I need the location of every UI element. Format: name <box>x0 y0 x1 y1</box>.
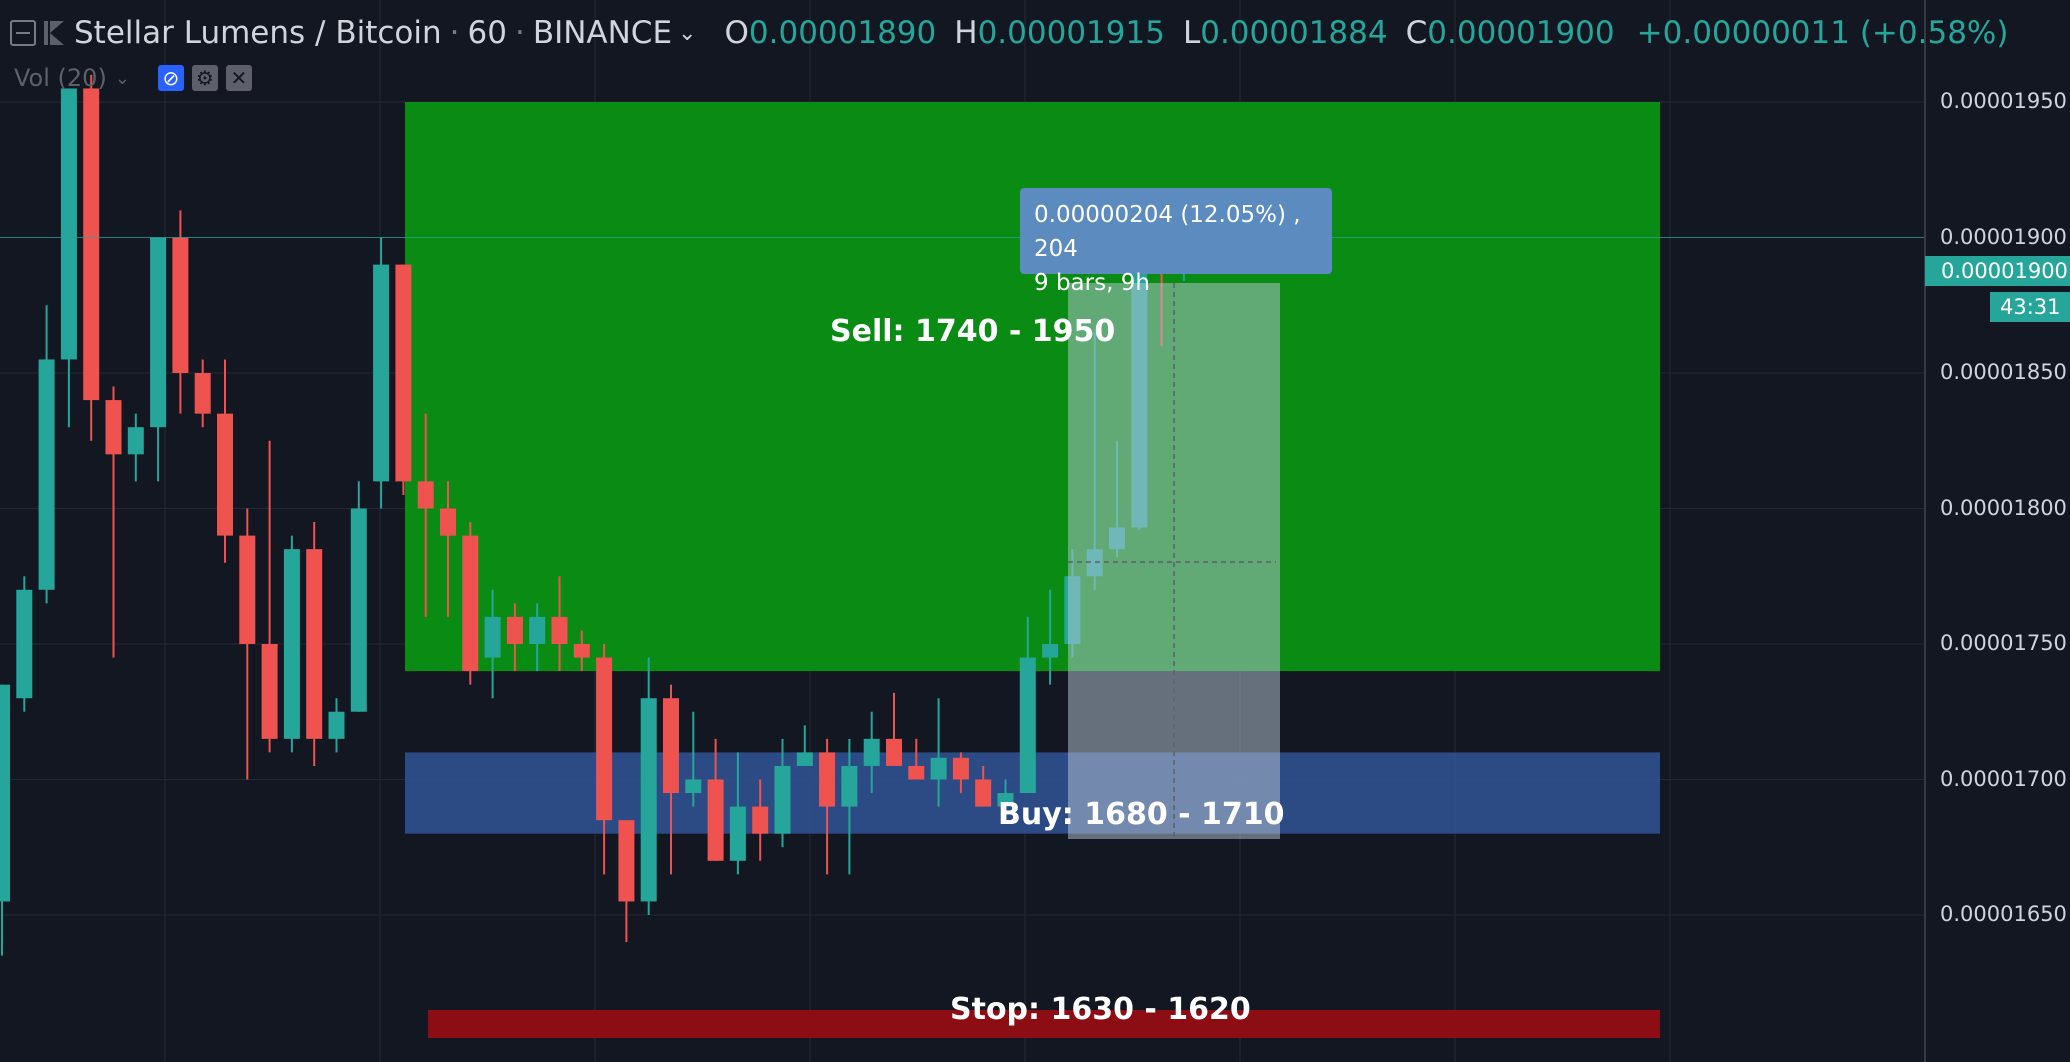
price-tick-label: 0.00001750 <box>1940 631 2067 655</box>
sell-zone-label: Sell: 1740 - 1950 <box>830 314 1116 349</box>
current-price-tag: 0.00001900 <box>1925 256 2070 286</box>
stop-zone-label: Stop: 1630 - 1620 <box>950 992 1251 1027</box>
candle-body[interactable] <box>551 616 568 644</box>
candle-body[interactable] <box>975 779 992 807</box>
candle-body[interactable] <box>573 644 590 658</box>
candlestick-series <box>0 74 1192 956</box>
candle-body[interactable] <box>150 237 167 428</box>
collapse-icon[interactable] <box>10 20 36 46</box>
candle-body[interactable] <box>930 757 947 780</box>
separator-dot: · <box>514 15 525 51</box>
candle-body[interactable] <box>886 738 902 766</box>
candle-body[interactable] <box>306 549 323 739</box>
candle-body[interactable] <box>841 765 858 807</box>
candle-body[interactable] <box>663 698 679 794</box>
symbol-name[interactable]: Stellar Lumens / Bitcoin <box>74 15 442 51</box>
measure-tooltip: 0.00000204 (12.05%) , 204 9 bars, 9h <box>1020 188 1332 296</box>
gear-icon[interactable]: ⚙ <box>191 65 218 91</box>
candle-body[interactable] <box>774 765 791 834</box>
price-tick-label: 0.00001850 <box>1940 360 2067 384</box>
candle-body[interactable] <box>640 698 657 902</box>
change-value: +0.00000011 (+0.58%) <box>1636 15 2009 51</box>
candle-body[interactable] <box>261 644 278 739</box>
measure-bars: 9 bars, 9h <box>1034 270 1150 296</box>
candle-body[interactable] <box>796 752 813 766</box>
close-label: C <box>1405 15 1428 51</box>
candle-body[interactable] <box>373 264 390 482</box>
flag-icon[interactable] <box>44 21 64 45</box>
candle-body[interactable] <box>819 752 836 807</box>
candle-body[interactable] <box>172 237 189 374</box>
candle-body[interactable] <box>462 535 479 672</box>
interval[interactable]: 60 <box>467 15 507 51</box>
price-tick-label: 0.00001700 <box>1940 766 2067 791</box>
candle-body[interactable] <box>60 88 77 360</box>
candle-body[interactable] <box>239 535 256 644</box>
open-value: 0.00001890 <box>748 15 937 51</box>
candle-body[interactable] <box>328 711 345 739</box>
exchange[interactable]: BINANCE <box>532 15 673 51</box>
candle-body[interactable] <box>707 779 724 861</box>
chart-header: Stellar Lumens / Bitcoin · 60 · BINANCE … <box>10 8 2008 58</box>
measure-range <box>1068 283 1280 839</box>
candle-body[interactable] <box>395 264 412 482</box>
chevron-down-icon[interactable]: ⌄ <box>678 20 697 46</box>
separator-dot: · <box>449 15 460 51</box>
candle-body[interactable] <box>127 427 144 455</box>
close-value: 0.00001900 <box>1427 15 1615 51</box>
stop-zone[interactable] <box>428 1010 1660 1038</box>
visibility-icon[interactable]: ⊘ <box>157 65 184 91</box>
candle-body[interactable] <box>1042 644 1059 658</box>
candle-body[interactable] <box>0 684 10 902</box>
candle-body[interactable] <box>194 373 211 414</box>
candle-body[interactable] <box>752 806 769 834</box>
open-label: O <box>724 15 749 51</box>
price-tick-label: 0.00001950 <box>1940 89 2067 113</box>
price-tick-label: 0.00001650 <box>1940 902 2067 926</box>
price-tick-label: 0.00001800 <box>1940 495 2067 520</box>
candle-body[interactable] <box>729 806 746 861</box>
low-label: L <box>1182 15 1201 51</box>
chevron-down-icon[interactable]: ⌄ <box>114 67 130 89</box>
price-tick-label: 0.00001900 <box>1940 224 2067 249</box>
low-value: 0.00001884 <box>1200 15 1388 51</box>
candle-body[interactable] <box>863 738 880 766</box>
candle-body[interactable] <box>484 616 501 658</box>
volume-label[interactable]: Vol (20) <box>14 64 107 92</box>
high-value: 0.00001915 <box>977 15 1165 51</box>
candle-body[interactable] <box>283 549 300 739</box>
candle-body[interactable] <box>217 413 233 536</box>
volume-legend: Vol (20) ⌄ ⊘ ⚙ ✕ <box>14 64 252 92</box>
candle-body[interactable] <box>417 481 434 509</box>
candle-body[interactable] <box>685 779 702 794</box>
candle-body[interactable] <box>596 657 613 821</box>
measure-change: 0.00000204 (12.05%) , 204 <box>1034 202 1301 262</box>
candle-body[interactable] <box>83 88 100 401</box>
candle-body[interactable] <box>506 616 523 644</box>
candle-body[interactable] <box>38 359 55 590</box>
candle-body[interactable] <box>440 508 456 536</box>
candle-body[interactable] <box>350 508 367 712</box>
buy-zone-label: Buy: 1680 - 1710 <box>998 797 1285 832</box>
candle-body[interactable] <box>952 757 969 780</box>
candle-body[interactable] <box>16 589 33 699</box>
high-label: H <box>954 15 978 51</box>
candle-body[interactable] <box>529 616 546 644</box>
bar-countdown: 43:31 <box>1990 292 2070 322</box>
candle-body[interactable] <box>908 765 925 780</box>
candle-body[interactable] <box>1019 657 1036 794</box>
candle-body[interactable] <box>997 793 1014 807</box>
candle-body[interactable] <box>618 820 635 902</box>
close-icon[interactable]: ✕ <box>225 65 252 91</box>
candle-body[interactable] <box>105 400 122 455</box>
